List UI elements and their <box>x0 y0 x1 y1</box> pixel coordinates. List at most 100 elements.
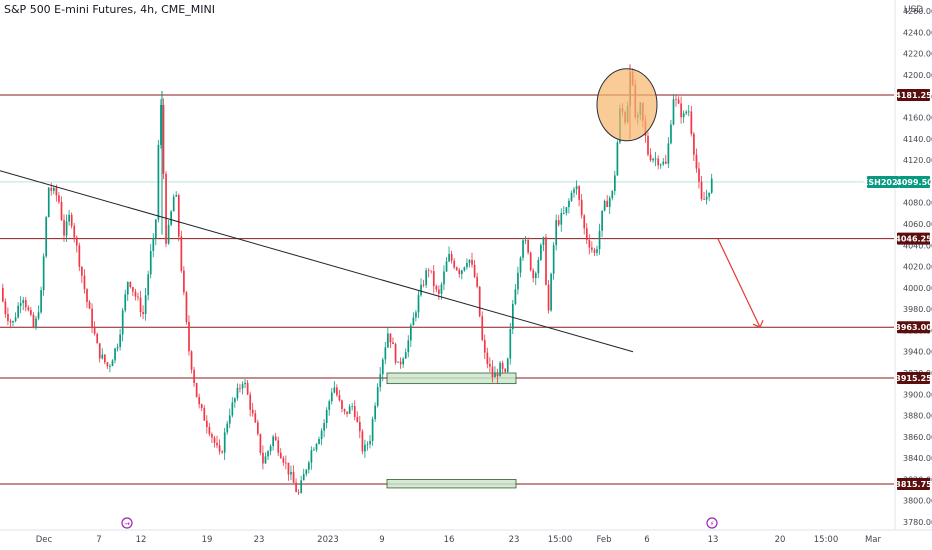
candle-body <box>580 199 583 216</box>
candle-body <box>320 430 323 440</box>
time-tick-label: Mar <box>865 535 882 545</box>
time-tick-label: 19 <box>202 535 213 545</box>
candle-body <box>410 325 412 341</box>
candle-body <box>185 292 188 322</box>
candle-body <box>427 270 430 272</box>
candle-body <box>12 321 14 323</box>
candle-body <box>667 143 670 164</box>
projection-arrow[interactable] <box>717 238 761 328</box>
candle-body <box>514 289 517 304</box>
time-tick-label: 15:00 <box>814 535 839 545</box>
candle-body <box>448 253 450 262</box>
candle-body <box>35 318 37 328</box>
symbol-title[interactable]: S&P 500 E-mini Futures, 4h, CME_MINI <box>4 3 215 16</box>
candle-body <box>318 439 320 444</box>
price-tick-label: 3980.00 <box>903 305 932 314</box>
candle-body <box>387 333 389 348</box>
candle-body <box>489 364 491 367</box>
candle-body <box>114 348 116 361</box>
trendline[interactable] <box>0 170 634 353</box>
lightning-glyph: ⚡ <box>710 520 715 528</box>
horizontal-levels <box>0 94 894 485</box>
candle-body <box>333 387 336 393</box>
price-tick-label: 3800.00 <box>903 497 932 506</box>
candle-body <box>374 405 376 420</box>
candle-body <box>65 221 68 236</box>
highlight-circle[interactable] <box>596 68 658 142</box>
candle-body <box>193 369 195 383</box>
candle-body <box>14 317 17 322</box>
candle-body <box>435 286 438 290</box>
candle-body <box>91 308 93 328</box>
candle-body <box>506 358 509 372</box>
candle-body <box>132 287 134 292</box>
candle-body <box>116 347 119 349</box>
candle-body <box>139 297 142 312</box>
price-tick-label: 4060.00 <box>903 220 932 229</box>
event-marker-icon[interactable] <box>121 517 133 529</box>
candle-body <box>693 133 695 155</box>
support-zones <box>386 372 517 489</box>
candle-body <box>81 266 83 276</box>
candle-body <box>654 158 657 160</box>
candle-body <box>552 245 555 274</box>
price-tick-label: 3880.00 <box>903 412 932 421</box>
candle-body <box>47 187 50 218</box>
candle-body <box>175 194 178 197</box>
candle-body <box>30 310 32 315</box>
candle-body <box>155 219 157 238</box>
candle-body <box>272 436 274 447</box>
price-tick-label: 4220.00 <box>903 50 932 59</box>
candle-body <box>285 462 287 464</box>
candle-body <box>568 200 570 208</box>
candle-body <box>279 452 282 459</box>
candle-body <box>264 456 267 464</box>
price-tick-label: 4260.00 <box>903 7 932 16</box>
candle-body <box>300 480 303 493</box>
price-tick-label: 4000.00 <box>903 284 932 293</box>
candle-body <box>420 284 422 296</box>
price-axis: 4260.004240.004220.004200.004180.004160.… <box>0 0 932 531</box>
candle-body <box>282 458 285 463</box>
candle-body <box>491 366 494 378</box>
candle-body <box>315 443 318 450</box>
event-marker-glyph: → <box>124 520 130 528</box>
candle-body <box>384 347 387 360</box>
candle-body <box>351 406 354 407</box>
support-zone-box[interactable] <box>386 372 517 385</box>
support-level-tag-2 <box>897 321 930 334</box>
candle-body <box>394 344 397 363</box>
candle-body <box>545 237 547 285</box>
candle-body <box>412 317 415 326</box>
candle-body <box>443 271 445 285</box>
lightning-event-icon[interactable] <box>706 517 718 529</box>
time-tick-label: 12 <box>136 535 147 545</box>
candle-body <box>134 291 137 297</box>
candle-body <box>672 99 675 125</box>
price-tick-label: 4140.00 <box>903 135 932 144</box>
price-tick-label: 3900.00 <box>903 390 932 399</box>
candle-body <box>392 342 394 345</box>
candle-body <box>519 257 522 273</box>
candle-body <box>297 491 300 493</box>
candle-body <box>399 361 402 365</box>
candle-body <box>588 240 591 248</box>
candle-body <box>670 124 672 144</box>
candle-body <box>341 400 343 409</box>
candle-body <box>262 452 264 464</box>
candle-body <box>157 144 160 220</box>
candle-body <box>7 314 9 321</box>
support-zone-box[interactable] <box>386 479 517 489</box>
drawings <box>0 68 764 353</box>
price-tick-label: 4240.00 <box>903 28 932 37</box>
candle-body <box>106 362 109 367</box>
candle-body <box>703 199 705 200</box>
candle-body <box>37 312 40 319</box>
candle-body <box>267 451 269 457</box>
support-level-tag-4 <box>897 477 930 490</box>
candle-body <box>167 224 170 244</box>
candle-body <box>585 228 588 241</box>
candle-body <box>195 382 198 398</box>
candle-body <box>241 384 244 389</box>
